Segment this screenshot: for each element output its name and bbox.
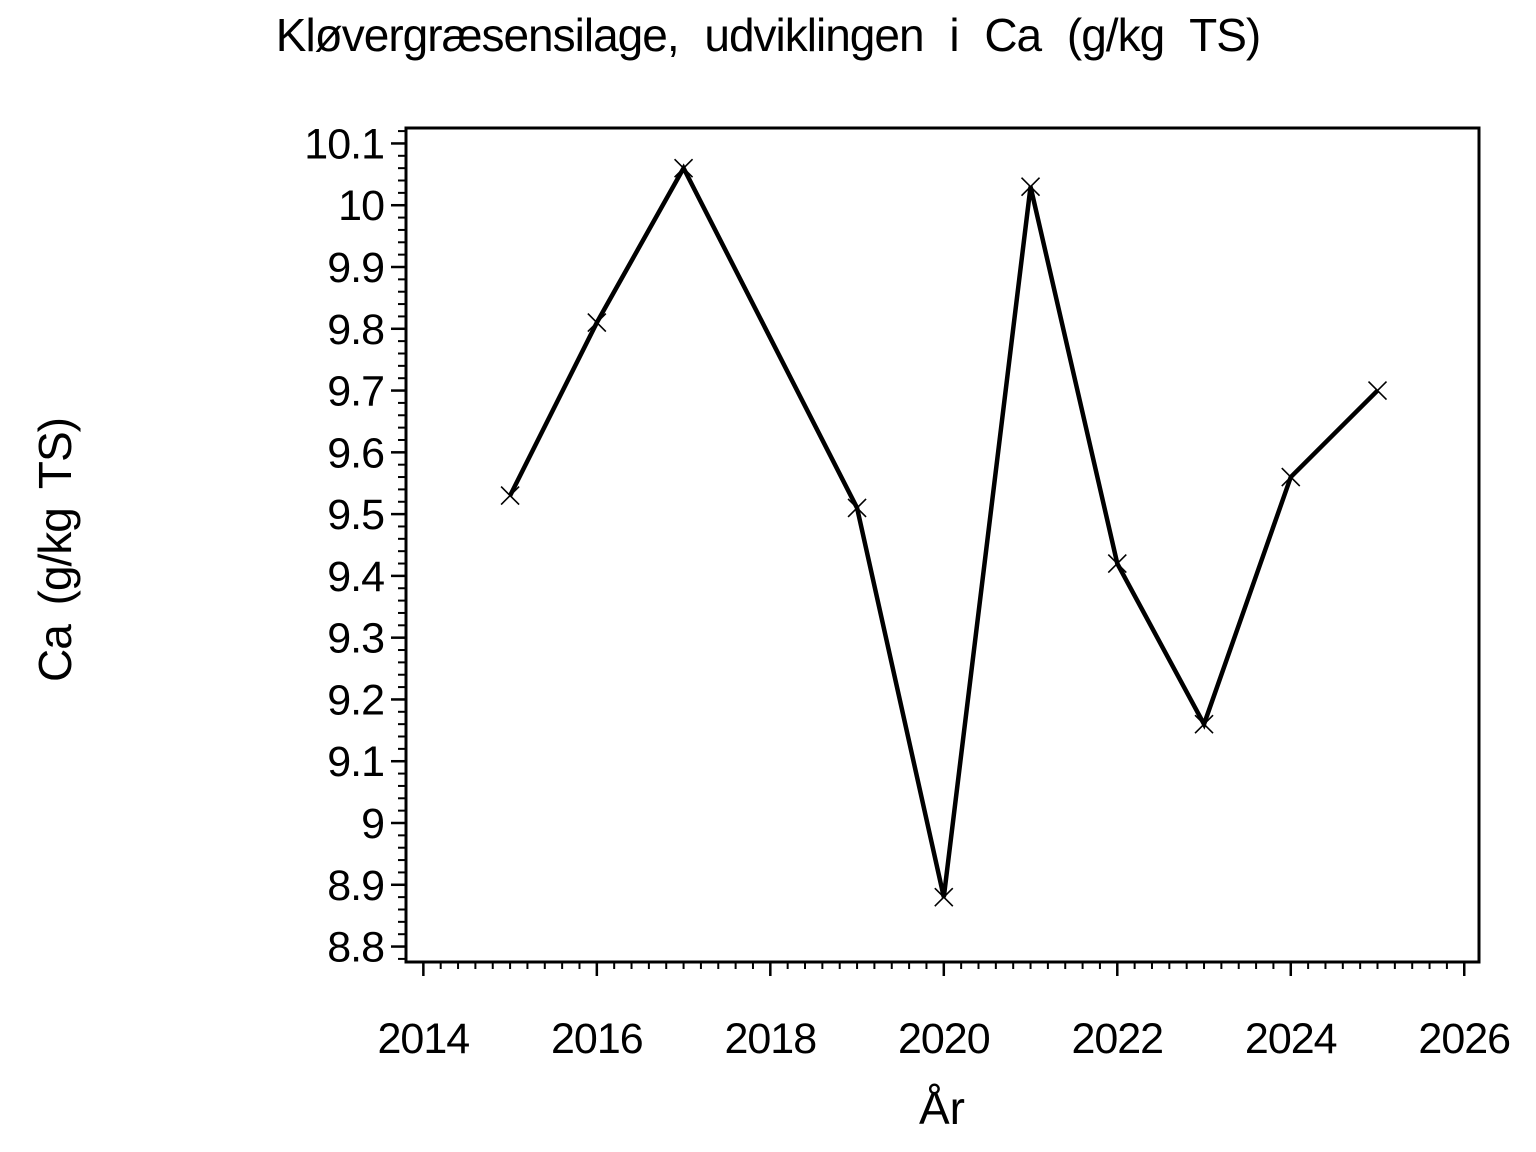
data-point-x-marker xyxy=(587,313,607,333)
y-axis-title: Ca (g/kg TS) xyxy=(29,418,81,682)
y-tick-label: 8.9 xyxy=(327,862,384,910)
data-point-x-marker xyxy=(1020,177,1041,197)
y-tick-label: 10.1 xyxy=(304,120,384,168)
y-tick-label: 10 xyxy=(338,182,384,230)
x-tick-label: 2020 xyxy=(898,1015,990,1063)
data-point-x-marker xyxy=(1281,467,1301,487)
data-point-x-marker xyxy=(934,887,954,907)
data-line xyxy=(508,163,1380,898)
x-tick-label: 2024 xyxy=(1245,1015,1337,1063)
plot-frame xyxy=(404,126,1481,964)
x-tick-label: 2014 xyxy=(378,1015,470,1063)
data-point-x-marker xyxy=(1107,553,1127,574)
y-tick-label: 9.9 xyxy=(327,244,384,292)
x-tick-label: 2016 xyxy=(551,1015,643,1063)
x-tick-label: 2018 xyxy=(724,1015,816,1063)
y-tick-label: 9 xyxy=(361,800,384,848)
y-tick-label: 8.8 xyxy=(327,924,384,972)
x-tick-label: 2026 xyxy=(1418,1015,1510,1063)
y-tick-label: 9.7 xyxy=(327,368,384,416)
y-tick-label: 9.3 xyxy=(327,615,384,663)
data-point-x-marker xyxy=(1367,380,1388,401)
y-tick-label: 9.8 xyxy=(327,306,384,354)
data-point-x-marker xyxy=(500,486,520,506)
y-tick-label: 9.6 xyxy=(327,429,384,477)
y-tick-label: 9.4 xyxy=(327,553,384,601)
y-tick-label: 9.1 xyxy=(327,738,384,786)
data-point-x-marker xyxy=(847,498,867,518)
data-point-x-marker xyxy=(674,158,694,178)
data-point-x-marker xyxy=(1194,714,1214,734)
y-tick-label: 9.2 xyxy=(327,676,384,724)
x-axis-title: År xyxy=(919,1082,965,1134)
chart-title: Kløvergræsensilage, udviklingen i Ca (g/… xyxy=(275,9,1261,61)
x-tick-label: 2022 xyxy=(1071,1015,1163,1063)
y-tick-label: 9.5 xyxy=(327,491,384,539)
